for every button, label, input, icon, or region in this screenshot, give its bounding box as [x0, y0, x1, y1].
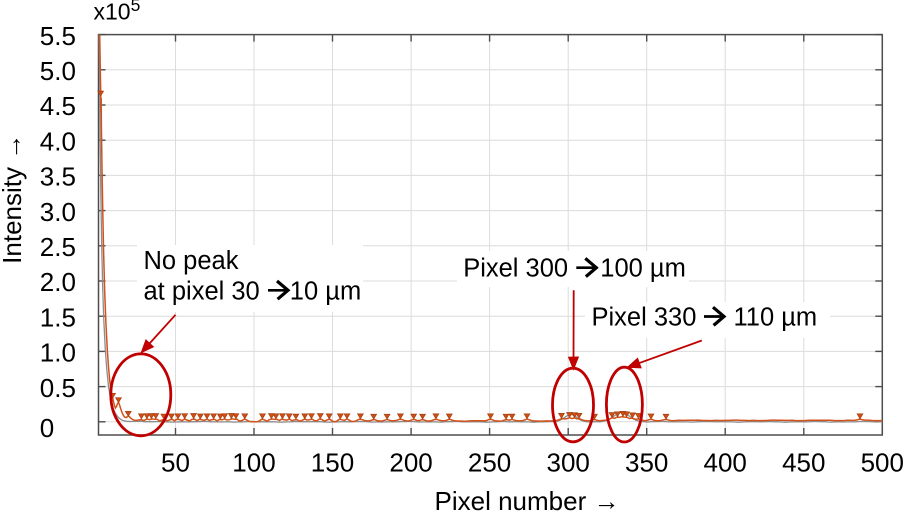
- svg-text:100 µm: 100 µm: [600, 254, 686, 282]
- svg-text:1.5: 1.5: [40, 302, 76, 332]
- svg-text:Pixel 300: Pixel 300: [463, 254, 568, 282]
- svg-text:2.0: 2.0: [40, 267, 76, 297]
- svg-text:3.0: 3.0: [40, 197, 76, 227]
- svg-text:5.0: 5.0: [40, 56, 76, 86]
- svg-text:110 µm: 110 µm: [734, 304, 818, 332]
- svg-text:450: 450: [782, 448, 825, 478]
- svg-text:1.0: 1.0: [40, 338, 76, 368]
- svg-text:Pixel 330: Pixel 330: [592, 304, 697, 332]
- svg-text:No peak: No peak: [144, 247, 239, 275]
- svg-text:0: 0: [40, 413, 54, 443]
- svg-text:0.5: 0.5: [40, 373, 76, 403]
- svg-text:400: 400: [704, 448, 747, 478]
- svg-text:250: 250: [468, 448, 511, 478]
- svg-text:Intensity →: Intensity →: [0, 134, 27, 264]
- svg-text:Pixel number →: Pixel number →: [435, 486, 620, 513]
- svg-text:4.5: 4.5: [40, 91, 76, 121]
- svg-text:200: 200: [389, 448, 432, 478]
- svg-text:300: 300: [547, 448, 590, 478]
- svg-text:3.5: 3.5: [40, 162, 76, 192]
- svg-text:150: 150: [311, 448, 354, 478]
- svg-text:at pixel 30: at pixel 30: [144, 278, 260, 306]
- svg-text:100: 100: [232, 448, 275, 478]
- svg-text:350: 350: [625, 448, 668, 478]
- svg-text:50: 50: [161, 448, 190, 478]
- svg-text:10 µm: 10 µm: [290, 278, 361, 306]
- svg-text:4.0: 4.0: [40, 126, 76, 156]
- svg-text:2.5: 2.5: [40, 232, 76, 262]
- svg-text:500: 500: [861, 448, 904, 478]
- svg-text:5.5: 5.5: [40, 21, 76, 51]
